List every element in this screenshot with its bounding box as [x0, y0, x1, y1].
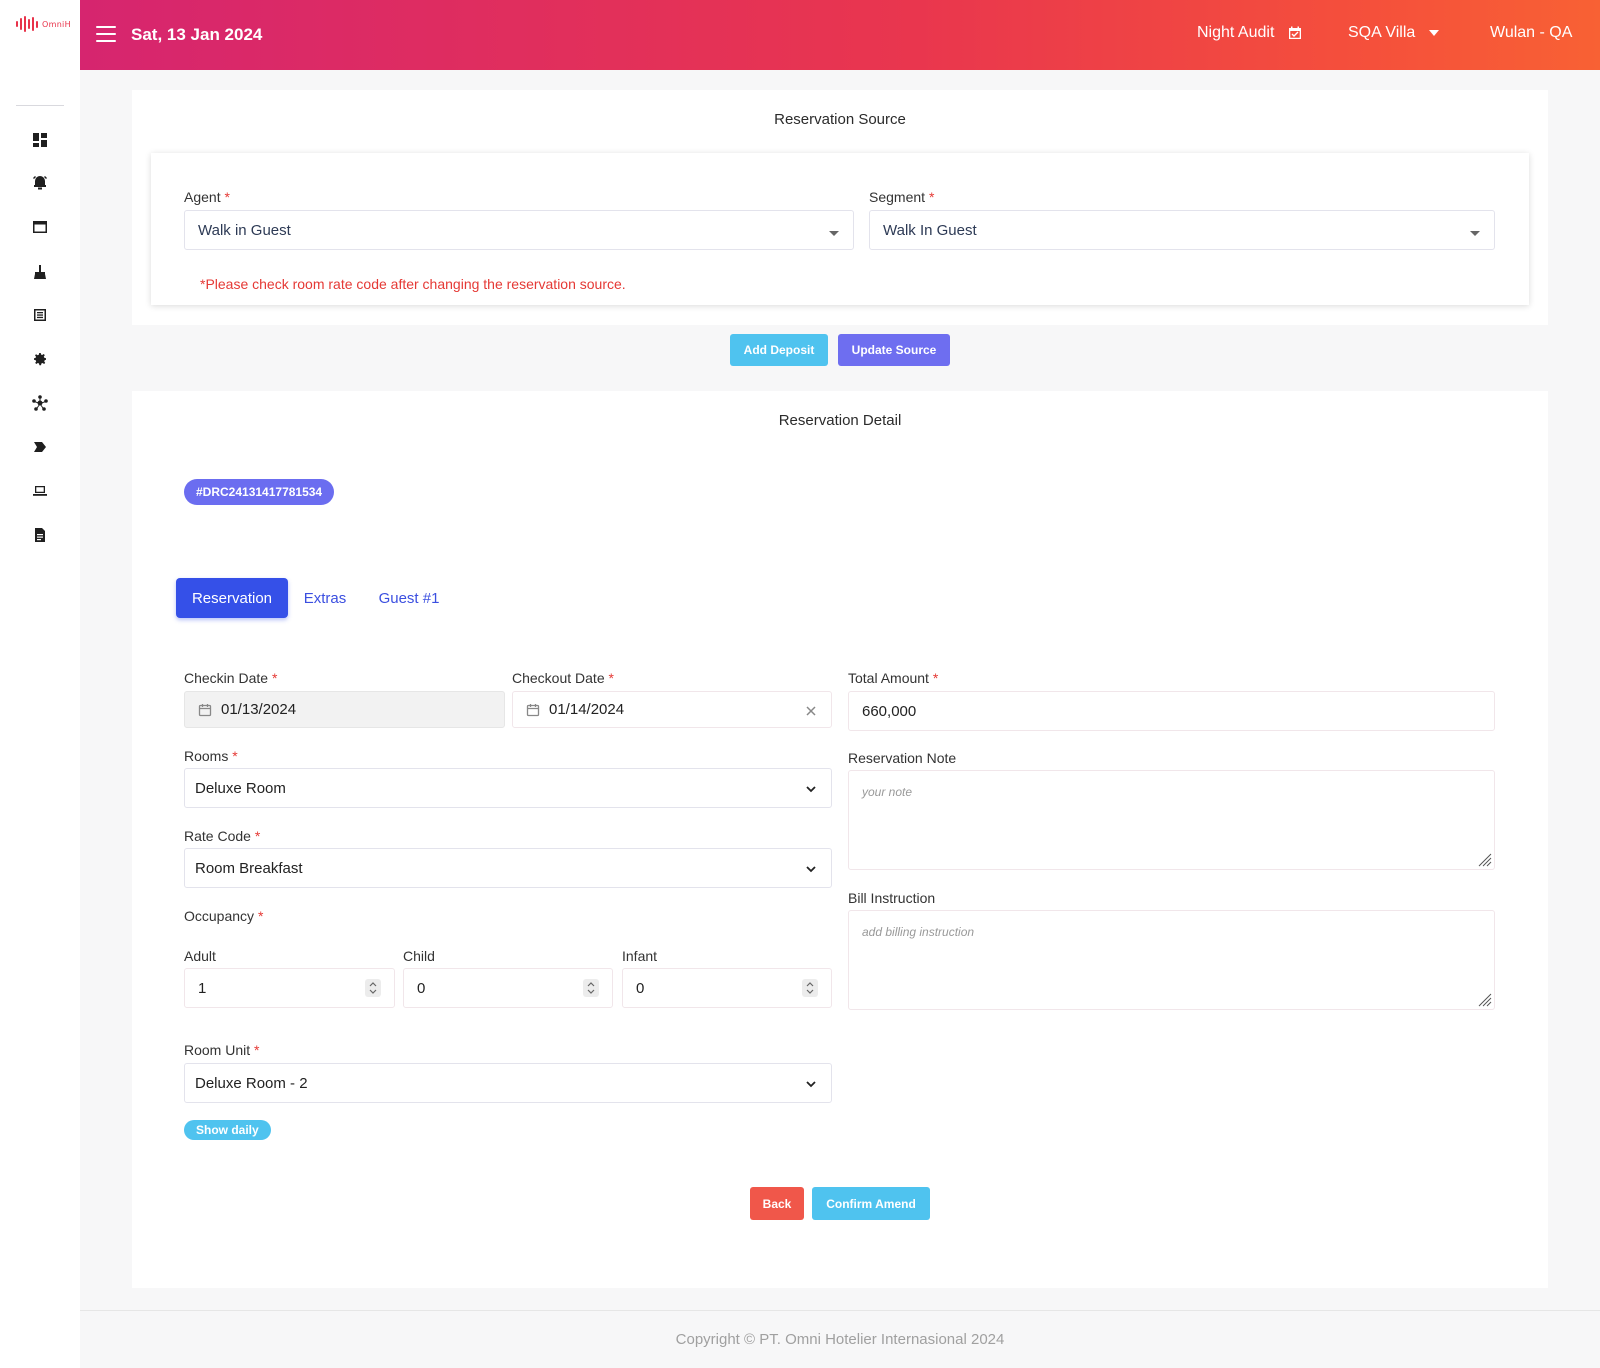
source-warning: *Please check room rate code after chang…: [200, 276, 626, 292]
show-daily-button[interactable]: Show daily: [184, 1120, 271, 1140]
bill-placeholder: add billing instruction: [862, 925, 975, 939]
top-header: Sat, 13 Jan 2024 Night Audit SQA Villa W…: [80, 0, 1600, 70]
tag-icon[interactable]: [30, 437, 50, 457]
confirm-amend-button[interactable]: Confirm Amend: [812, 1187, 930, 1220]
calendar-icon: [526, 703, 540, 717]
night-audit-button[interactable]: Night Audit: [1197, 24, 1302, 42]
occupancy-label: Occupancy *: [184, 908, 264, 924]
window-icon[interactable]: [30, 217, 50, 237]
checkout-date-field[interactable]: 01/14/2024: [512, 691, 832, 728]
checkout-value: 01/14/2024: [549, 701, 625, 718]
caret-down-icon: [829, 231, 839, 236]
caret-down-icon: [1470, 231, 1480, 236]
chevron-down-icon: [805, 782, 817, 794]
update-source-button[interactable]: Update Source: [838, 334, 950, 366]
infant-input[interactable]: 0: [622, 968, 832, 1008]
bill-instruction-textarea[interactable]: add billing instruction: [848, 910, 1495, 1010]
resize-grip-icon[interactable]: [1476, 851, 1492, 867]
agent-label: Agent *: [184, 189, 230, 205]
rooms-label: Rooms *: [184, 748, 238, 764]
tab-reservation[interactable]: Reservation: [176, 578, 288, 618]
total-amount-label: Total Amount *: [848, 670, 939, 686]
clear-icon[interactable]: [805, 704, 817, 716]
workflow-icon[interactable]: [30, 393, 50, 413]
bill-instruction-label: Bill Instruction: [848, 890, 936, 906]
infant-value: 0: [636, 979, 645, 997]
checkout-label: Checkout Date *: [512, 670, 614, 686]
current-date: Sat, 13 Jan 2024: [131, 25, 263, 44]
property-selector[interactable]: SQA Villa: [1348, 24, 1440, 42]
room-unit-label: Room Unit *: [184, 1042, 260, 1058]
report-icon[interactable]: [30, 525, 50, 545]
total-amount-value: 660,000: [862, 702, 917, 720]
dashboard-icon[interactable]: [30, 130, 50, 150]
user-menu[interactable]: Wulan - QA: [1490, 24, 1573, 41]
reservation-note-label: Reservation Note: [848, 750, 957, 766]
caret-down-icon: [1429, 30, 1440, 36]
alarm-icon[interactable]: [30, 172, 50, 192]
cleaning-icon[interactable]: [30, 262, 50, 282]
tab-guest-1[interactable]: Guest #1: [378, 589, 440, 607]
reservation-note-textarea[interactable]: your note: [848, 770, 1495, 870]
child-input[interactable]: 0: [403, 968, 613, 1008]
checkin-label: Checkin Date *: [184, 670, 278, 686]
sidebar: OmniH: [0, 0, 80, 1368]
resize-grip-icon[interactable]: [1476, 991, 1492, 1007]
adult-input[interactable]: 1: [184, 968, 395, 1008]
room-unit-select[interactable]: Deluxe Room - 2: [184, 1063, 832, 1103]
night-audit-label: Night Audit: [1197, 24, 1275, 41]
segment-select[interactable]: Walk In Guest: [869, 210, 1495, 250]
adult-label: Adult: [184, 948, 216, 964]
agent-select[interactable]: Walk in Guest: [184, 210, 854, 250]
reservation-detail-title: Reservation Detail: [778, 412, 902, 429]
chevron-down-icon: [805, 1077, 817, 1089]
logo-text: OmniH: [42, 19, 71, 29]
reservation-source-title: Reservation Source: [774, 111, 906, 128]
footer: Copyright © PT. Omni Hotelier Internasio…: [80, 1310, 1600, 1368]
child-value: 0: [417, 979, 426, 997]
rooms-value: Deluxe Room: [195, 779, 286, 797]
calendar-check-icon: [1289, 26, 1302, 39]
settings-icon[interactable]: [30, 349, 50, 369]
source-form-panel: Agent * Walk in Guest Segment * Walk In …: [151, 153, 1529, 305]
segment-label: Segment *: [869, 189, 935, 205]
rate-code-label: Rate Code *: [184, 828, 261, 844]
app-logo[interactable]: OmniH: [16, 16, 71, 32]
calendar-icon: [198, 703, 212, 717]
checkin-value: 01/13/2024: [221, 701, 297, 718]
rate-code-value: Room Breakfast: [195, 859, 303, 877]
back-button[interactable]: Back: [750, 1187, 804, 1220]
rooms-select[interactable]: Deluxe Room: [184, 768, 832, 808]
menu-icon[interactable]: [96, 26, 116, 42]
rate-code-select[interactable]: Room Breakfast: [184, 848, 832, 888]
segment-value: Walk In Guest: [883, 221, 977, 239]
note-placeholder: your note: [862, 785, 913, 799]
total-amount-input[interactable]: 660,000: [848, 691, 1495, 731]
reservation-code-badge: #DRC24131417781534: [184, 479, 335, 505]
property-name: SQA Villa: [1348, 24, 1416, 41]
infant-label: Infant: [622, 948, 658, 964]
agent-value: Walk in Guest: [198, 221, 291, 239]
copyright-text: Copyright © PT. Omni Hotelier Internasio…: [675, 1331, 1005, 1348]
checkin-date-field[interactable]: 01/13/2024: [184, 691, 505, 728]
add-deposit-button[interactable]: Add Deposit: [730, 334, 828, 366]
tab-extras[interactable]: Extras: [303, 589, 347, 607]
stepper-icon[interactable]: [802, 979, 818, 997]
chevron-down-icon: [805, 862, 817, 874]
adult-value: 1: [198, 979, 207, 997]
list-icon[interactable]: [30, 305, 50, 325]
stepper-icon[interactable]: [583, 979, 599, 997]
logo-mark: [16, 16, 38, 32]
child-label: Child: [403, 948, 435, 964]
stepper-icon[interactable]: [365, 979, 381, 997]
sidebar-divider: [16, 105, 64, 106]
laptop-icon[interactable]: [30, 481, 50, 501]
room-unit-value: Deluxe Room - 2: [195, 1074, 308, 1092]
